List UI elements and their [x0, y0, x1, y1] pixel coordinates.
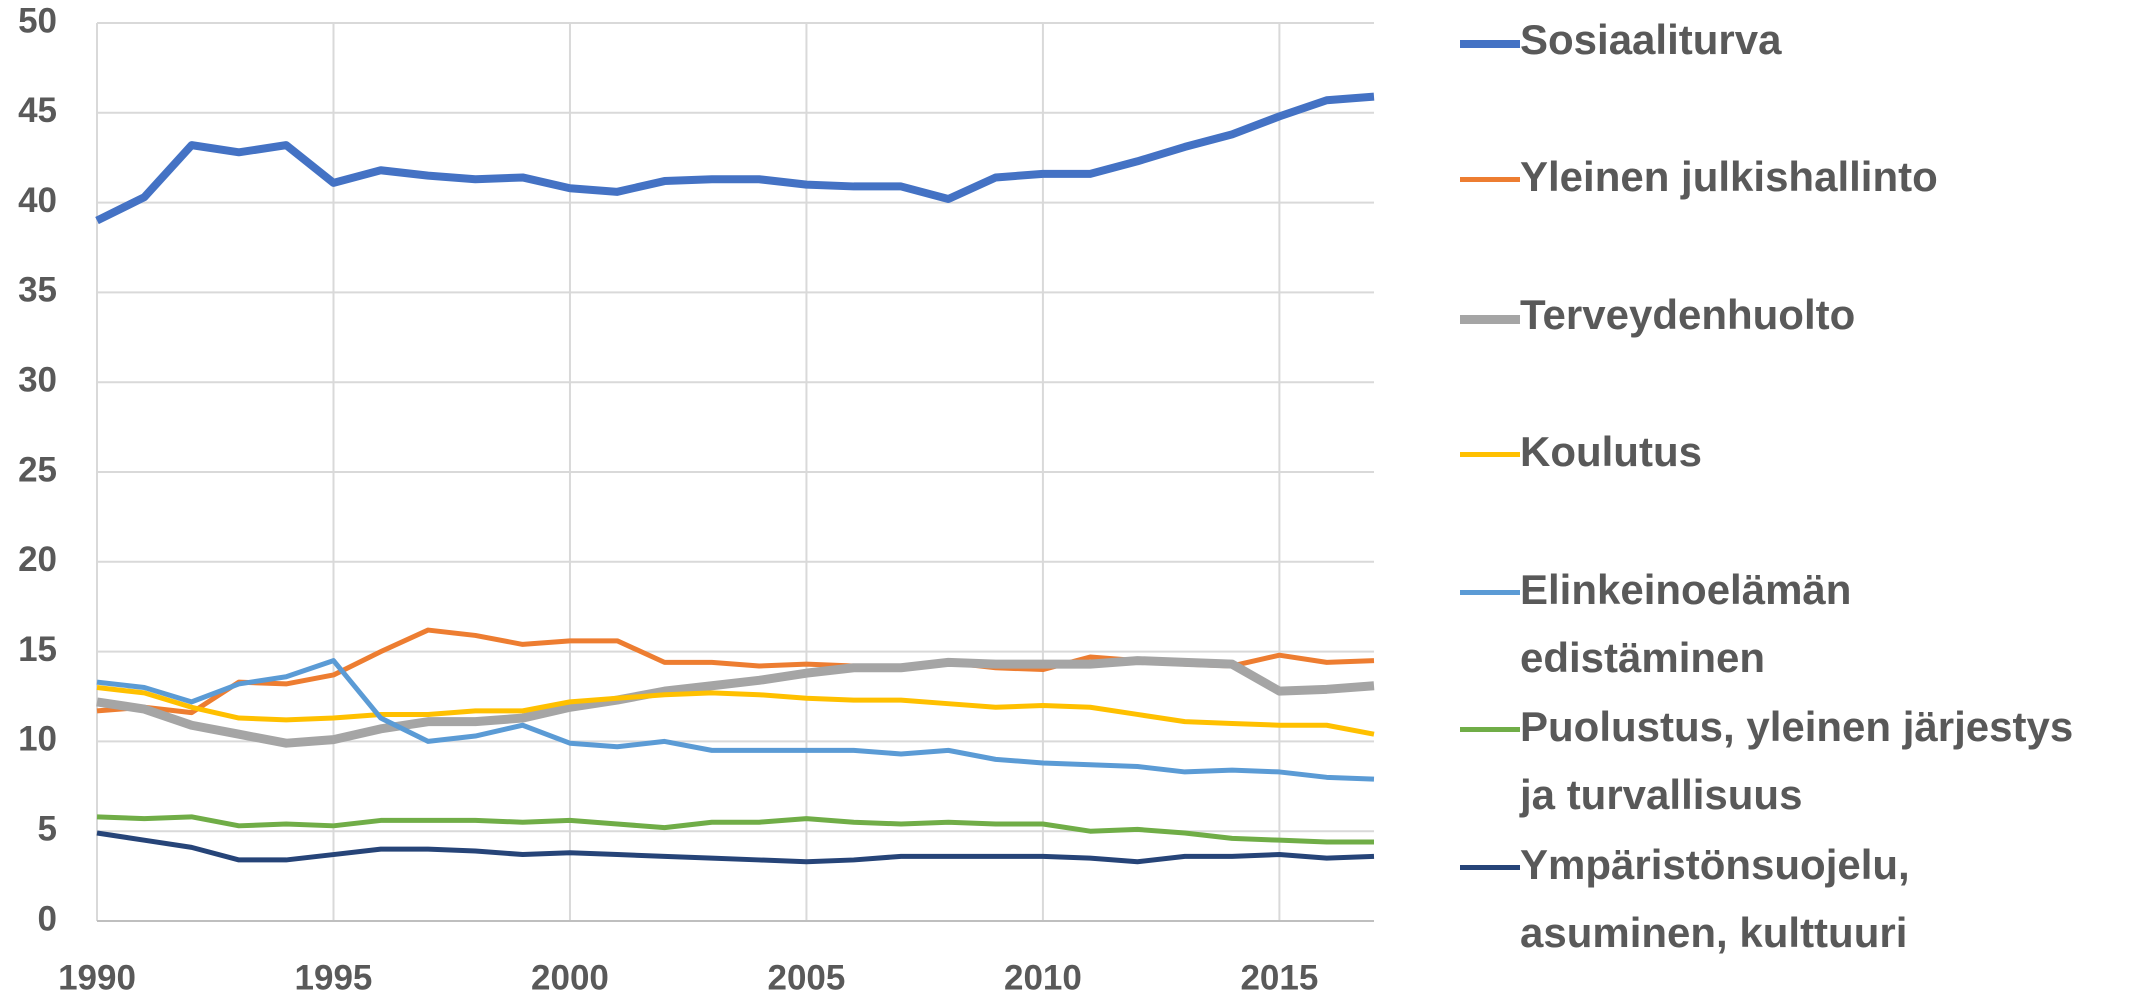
legend-swatch: [1460, 727, 1520, 732]
series-line: [96, 627, 1375, 716]
legend-label: Elinkeinoelämän edistäminen: [1520, 566, 1852, 681]
y-tick-label: 20: [18, 540, 57, 579]
legend-swatch: [1460, 452, 1520, 457]
series-line: [96, 830, 1375, 865]
series-line: [96, 814, 1374, 845]
y-tick-label: 10: [18, 720, 57, 759]
legend-swatch: [1460, 590, 1520, 595]
legend-label: Sosiaaliturva: [1520, 16, 1782, 63]
y-tick-label: 25: [18, 450, 57, 489]
y-tick-label: 30: [18, 360, 57, 399]
y-tick-label: 5: [38, 809, 57, 848]
legend-swatch: [1460, 315, 1520, 324]
x-tick-label: 2010: [1004, 958, 1082, 995]
legend-item: Ympäristönsuojelu, asuminen, kulttuuri: [1460, 841, 2140, 967]
x-tick-label: 1995: [295, 958, 373, 995]
x-tick-label: 2005: [768, 958, 846, 995]
x-tick-label: 1990: [58, 958, 136, 995]
y-tick-label: 50: [18, 1, 57, 40]
legend-label: Koulutus: [1520, 428, 1702, 475]
x-tick-label: 2015: [1240, 958, 1318, 995]
legend-item: Koulutus: [1460, 428, 2140, 486]
series-line: [96, 656, 1375, 748]
legend-item: Puolustus, yleinen järjestys ja turvalli…: [1460, 703, 2140, 829]
series-line: [95, 92, 1375, 225]
series-line: [96, 685, 1375, 737]
legend-label: Puolustus, yleinen järjestys ja turvalli…: [1520, 703, 2074, 818]
legend-swatch: [1460, 865, 1520, 870]
x-tick-label: 2000: [531, 958, 609, 995]
legend-item: Sosiaaliturva: [1460, 16, 2140, 74]
legend-label: Yleinen julkishallinto: [1520, 153, 1938, 200]
y-tick-label: 40: [18, 181, 57, 220]
legend-swatch: [1460, 40, 1520, 48]
y-tick-label: 35: [18, 271, 57, 310]
legend-item: Yleinen julkishallinto: [1460, 153, 2140, 211]
series-line: [96, 658, 1375, 782]
legend-item: Elinkeinoelämän edistäminen: [1460, 566, 2140, 692]
legend-item: Terveydenhuolto: [1460, 291, 2140, 349]
y-tick-label: 15: [18, 630, 57, 669]
y-tick-label: 45: [18, 91, 57, 130]
legend-swatch: [1460, 177, 1520, 182]
y-tick-label: 0: [38, 899, 57, 938]
legend-label: Terveydenhuolto: [1520, 291, 1856, 338]
legend-label: Ympäristönsuojelu, asuminen, kulttuuri: [1520, 841, 1910, 956]
